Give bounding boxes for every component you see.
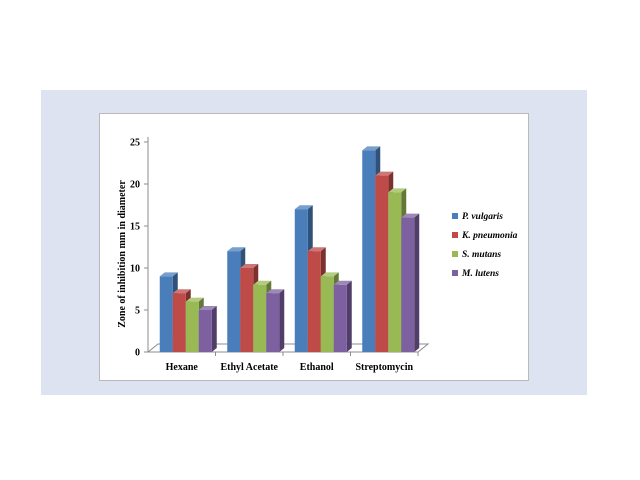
bar-front (185, 301, 199, 352)
bar-front (362, 150, 376, 352)
bar-top (388, 188, 407, 193)
legend-item: M. lutens (452, 269, 499, 279)
bar-top (227, 247, 246, 252)
bar-side (346, 280, 352, 352)
y-tick-label: 0 (135, 348, 140, 359)
bar-front (320, 276, 334, 352)
bar-top (266, 289, 285, 294)
bar-top (198, 306, 217, 310)
legend-swatch (452, 232, 458, 238)
bar-top (159, 272, 178, 277)
legend-swatch (452, 213, 458, 219)
bar-top (294, 205, 313, 210)
bar-side (279, 289, 285, 352)
bar-front (253, 284, 267, 352)
y-tick-label: 25 (130, 138, 140, 149)
legend-label: P. vulgaris (462, 212, 503, 222)
bar-top (401, 213, 420, 218)
bar-front (375, 175, 389, 352)
bar-front (401, 217, 415, 352)
x-category-label: Ethyl Acetate (221, 362, 279, 373)
bar (401, 213, 420, 352)
legend-label: M. lutens (461, 269, 499, 279)
legend-label: K. pneumonia (461, 231, 518, 241)
bar-top (362, 146, 381, 151)
legend-item: S. mutans (452, 250, 501, 260)
bar-top (320, 272, 339, 277)
bar-front (307, 251, 321, 352)
bar-front (227, 251, 241, 352)
bar-front (198, 310, 212, 352)
y-tick-label: 15 (130, 222, 140, 233)
bar-side (211, 306, 217, 352)
bar-front (294, 209, 308, 352)
bar-top (253, 280, 272, 285)
legend-item: K. pneumonia (452, 231, 518, 241)
bar-front (388, 192, 402, 352)
bars (159, 146, 420, 356)
legend-swatch (452, 270, 458, 276)
x-category-label: Hexane (166, 362, 199, 373)
bar-front (172, 293, 186, 352)
bar-top (240, 264, 259, 268)
bar-side (414, 213, 420, 352)
bar-front (159, 276, 173, 352)
bar-front (266, 293, 280, 352)
bar-top (185, 297, 204, 302)
x-category-label: Streptomycin (355, 362, 413, 373)
y-tick-label: 10 (130, 264, 140, 275)
legend-swatch (452, 251, 458, 257)
legend-item: P. vulgaris (452, 212, 503, 222)
bar-top (375, 171, 394, 176)
bar-front (333, 284, 347, 352)
bar-top (172, 289, 191, 294)
legend: P. vulgaris K. pneumonia S. mutans M. luten… (452, 212, 518, 279)
x-category-label: Ethanol (300, 362, 334, 373)
y-axis-title: Zone of inhibition mm in diameter (117, 180, 128, 328)
bar (198, 306, 217, 352)
bar-top (307, 247, 326, 252)
x-axis-categories: Hexane Ethyl Acetate Ethanol Streptomycin (166, 362, 414, 373)
bar (266, 289, 285, 352)
y-tick-label: 20 (130, 180, 140, 191)
bar-front (240, 268, 254, 352)
bar-top (333, 280, 352, 285)
y-tick-label: 5 (135, 306, 140, 317)
y-axis-ticks: 0 5 10 15 20 25 (130, 138, 148, 359)
bar (333, 280, 352, 352)
legend-label: S. mutans (462, 250, 501, 260)
